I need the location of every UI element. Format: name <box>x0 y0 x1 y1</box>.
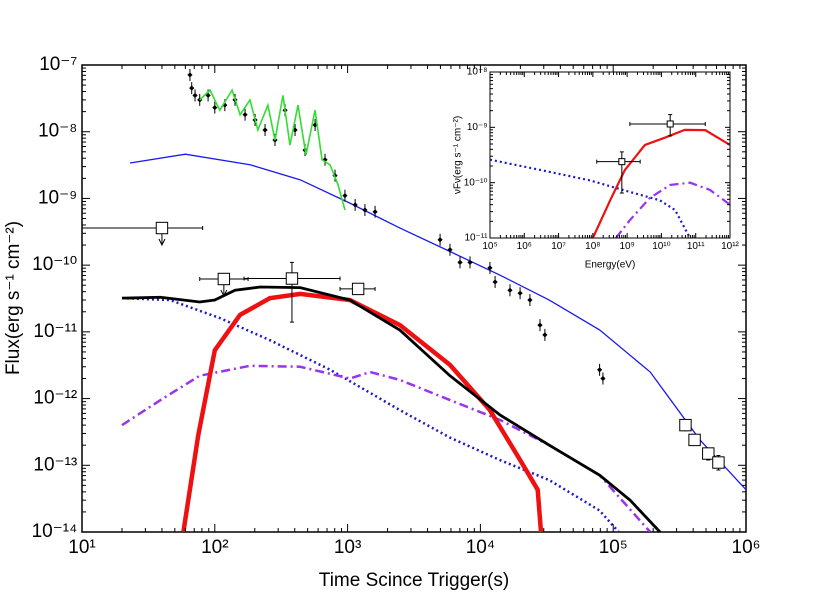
data-point <box>457 259 463 265</box>
data-square <box>702 447 715 460</box>
data-point <box>447 247 453 253</box>
x-tick-label: 10³ <box>334 537 361 558</box>
y-tick-label: 10⁻¹⁰ <box>464 177 488 188</box>
y-tick-label: 10⁻⁸ <box>38 121 77 142</box>
model-curve <box>199 88 346 211</box>
model-curve <box>615 181 730 238</box>
data-point <box>222 102 228 108</box>
x-tick-label: 10⁶ <box>517 241 532 252</box>
y-tick-label: 10⁻⁹ <box>38 187 77 208</box>
plot-area <box>490 114 730 238</box>
data-point <box>517 290 523 296</box>
y-axis-label: Flux(erg s⁻¹ cm⁻²) <box>3 221 24 375</box>
main-frame <box>81 64 747 533</box>
y-tick-label: 10⁻¹² <box>33 388 77 409</box>
data-point <box>192 92 198 99</box>
y-tick-label: 10⁻⁹ <box>467 122 488 133</box>
y-tick-label: 10⁻¹¹ <box>33 321 77 342</box>
data-square <box>688 433 701 447</box>
y-tick-label: 10⁻⁸ <box>467 67 488 78</box>
y-tick-label: 10⁻¹³ <box>33 454 77 475</box>
data-point <box>262 127 268 133</box>
data-point <box>600 375 606 382</box>
inset-frame <box>489 71 731 239</box>
inset-x-axis-label: Energy(eV) <box>585 260 636 271</box>
data-point <box>292 127 298 133</box>
data-point <box>212 104 218 111</box>
data-square <box>712 456 725 469</box>
x-tick-label: 10² <box>201 537 228 558</box>
model-curve <box>591 128 730 238</box>
data-square <box>666 120 674 128</box>
data-point <box>507 287 513 293</box>
x-tick-label: 10¹ <box>68 537 95 558</box>
data-point <box>487 265 493 271</box>
x-tick-label: 10⁶ <box>732 537 761 558</box>
inset-y-axis-label: νFν(erg s⁻¹ cm⁻²) <box>453 116 464 194</box>
x-tick-label: 10¹⁰ <box>652 241 670 252</box>
x-tick-label: 10⁵ <box>482 241 497 252</box>
data-square <box>155 221 169 235</box>
plot-area <box>82 68 746 532</box>
data-point <box>372 209 378 215</box>
data-point <box>362 207 368 213</box>
data-point <box>492 279 498 285</box>
data-point <box>437 237 443 243</box>
y-tick-label: 10⁻¹⁴ <box>32 521 78 542</box>
x-tick-label: 10¹² <box>721 241 739 252</box>
y-tick-label: 10⁻¹⁰ <box>32 254 77 275</box>
data-square <box>618 158 626 166</box>
x-axis-label: Time Scince Trigger(s) <box>319 570 509 591</box>
data-point <box>242 112 248 118</box>
x-tick-label: 10⁸ <box>585 241 600 252</box>
x-tick-label: 10⁹ <box>619 241 634 252</box>
data-square <box>285 272 299 285</box>
x-tick-label: 10⁵ <box>599 537 628 558</box>
data-point <box>542 332 548 338</box>
data-point <box>342 193 348 199</box>
x-tick-label: 10¹¹ <box>687 241 705 252</box>
data-point <box>189 85 195 91</box>
x-tick-label: 10⁴ <box>466 537 495 558</box>
data-point <box>467 259 473 265</box>
model-curve <box>121 364 652 532</box>
data-square <box>217 272 231 286</box>
x-tick-label: 10⁷ <box>551 241 566 252</box>
model-curve <box>121 285 661 532</box>
data-square <box>351 282 365 296</box>
data-point <box>187 72 193 78</box>
data-point <box>205 92 211 99</box>
y-tick-label: 10⁻⁷ <box>39 54 77 75</box>
data-point <box>352 202 358 208</box>
y-tick-label: 10⁻¹¹ <box>464 233 488 244</box>
model-curve <box>490 158 691 238</box>
data-point <box>597 367 603 373</box>
model-curve <box>181 291 544 532</box>
data-point <box>527 297 533 303</box>
data-square <box>679 418 692 432</box>
data-point <box>537 322 543 328</box>
